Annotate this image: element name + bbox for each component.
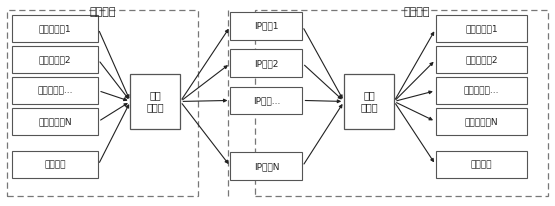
Bar: [230, 12, 302, 40]
Text: 后端平台: 后端平台: [403, 7, 430, 17]
Bar: [12, 46, 98, 73]
Text: 音视频数据...: 音视频数据...: [464, 86, 499, 95]
Bar: [230, 152, 302, 180]
Bar: [12, 77, 98, 104]
Text: 其他数据: 其他数据: [44, 160, 66, 169]
Text: 复合
数据流: 复合 数据流: [360, 91, 378, 112]
Text: 音视频数据1: 音视频数据1: [39, 24, 72, 33]
Text: 音视频数据1: 音视频数据1: [465, 24, 498, 33]
Bar: [130, 74, 180, 129]
Bar: [230, 87, 302, 114]
Text: IP通道...: IP通道...: [253, 96, 280, 105]
Bar: [436, 77, 527, 104]
Bar: [7, 10, 198, 196]
Text: IP通道1: IP通道1: [254, 22, 279, 31]
Bar: [436, 151, 527, 178]
Bar: [436, 108, 527, 135]
Text: 汇聚
数据流: 汇聚 数据流: [147, 91, 164, 112]
Text: 终端设备: 终端设备: [89, 7, 115, 17]
Text: 音视频数据...: 音视频数据...: [38, 86, 73, 95]
Text: 音视频数据N: 音视频数据N: [38, 117, 72, 126]
Text: 其他数据: 其他数据: [471, 160, 492, 169]
Bar: [255, 10, 548, 196]
Bar: [230, 49, 302, 77]
Bar: [436, 46, 527, 73]
Text: 音视频数据2: 音视频数据2: [39, 55, 72, 64]
Text: 音视频数据N: 音视频数据N: [465, 117, 498, 126]
Bar: [12, 15, 98, 42]
Text: IP通道N: IP通道N: [254, 162, 279, 171]
Bar: [12, 151, 98, 178]
Bar: [344, 74, 394, 129]
Bar: [12, 108, 98, 135]
Text: 音视频数据2: 音视频数据2: [465, 55, 498, 64]
Text: IP通道2: IP通道2: [254, 59, 279, 68]
Bar: [436, 15, 527, 42]
